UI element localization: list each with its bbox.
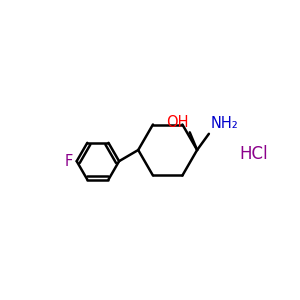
Text: HCl: HCl: [240, 146, 268, 164]
Text: OH: OH: [166, 115, 188, 130]
Text: F: F: [65, 154, 73, 169]
Text: NH₂: NH₂: [210, 116, 238, 131]
